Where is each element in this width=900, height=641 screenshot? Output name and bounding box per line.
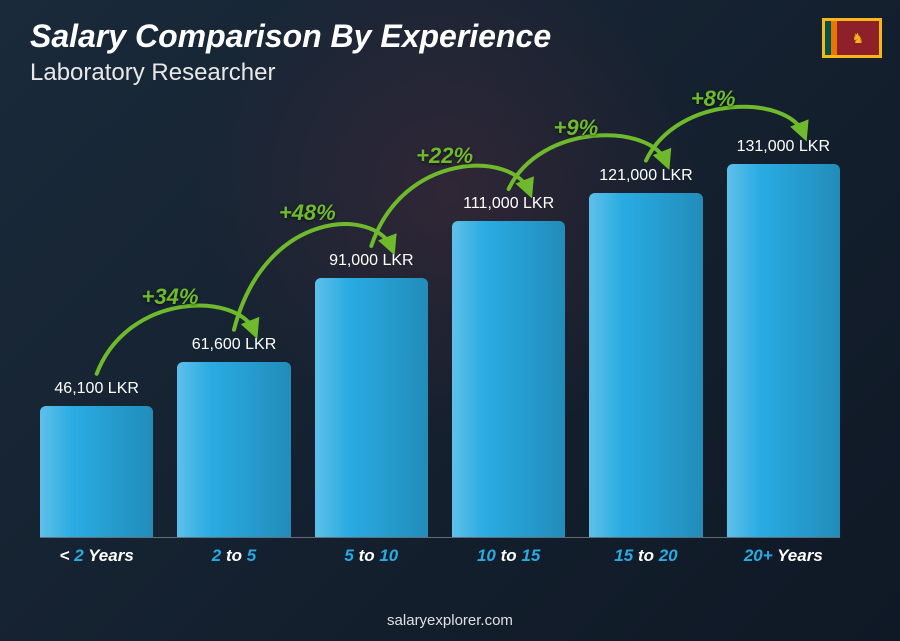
bar-slot: 111,000 LKR [452, 110, 565, 537]
pct-increase-label: +48% [279, 200, 336, 226]
flag-sri-lanka: ♞ [822, 18, 882, 58]
chart-area: 46,100 LKR 61,600 LKR 91,000 LKR 111,000 LK… [40, 110, 840, 571]
bar-slot: 61,600 LKR [177, 110, 290, 537]
header: Salary Comparison By Experience Laborato… [30, 18, 870, 87]
flag-lion-icon: ♞ [837, 21, 879, 55]
bar-value-label: 131,000 LKR [737, 138, 830, 156]
bar [177, 362, 290, 537]
page-subtitle: Laboratory Researcher [30, 59, 870, 87]
pct-increase-label: +22% [416, 143, 473, 169]
x-axis-label: 2 to 5 [177, 538, 290, 571]
bar-value-label: 46,100 LKR [54, 380, 139, 398]
x-axis-label: < 2 Years [40, 538, 153, 571]
bars-container: 46,100 LKR 61,600 LKR 91,000 LKR 111,000 LK… [40, 110, 840, 537]
bar-value-label: 121,000 LKR [599, 167, 692, 185]
flag-stripes [825, 21, 837, 55]
bar [589, 193, 702, 537]
x-axis-label: 5 to 10 [315, 538, 428, 571]
bar [315, 278, 428, 537]
pct-increase-label: +34% [142, 284, 199, 310]
bar [40, 406, 153, 537]
x-axis-label: 10 to 15 [452, 538, 565, 571]
bar-value-label: 91,000 LKR [329, 252, 414, 270]
bar-slot: 91,000 LKR [315, 110, 428, 537]
x-axis-label: 15 to 20 [589, 538, 702, 571]
bar [727, 164, 840, 537]
bar-slot: 131,000 LKR [727, 110, 840, 537]
pct-increase-label: +8% [691, 86, 736, 112]
bar-value-label: 61,600 LKR [192, 336, 277, 354]
footer-attribution: salaryexplorer.com [0, 612, 900, 629]
x-axis: < 2 Years 2 to 5 5 to 10 10 to 15 15 to 20 20… [40, 537, 840, 571]
pct-increase-label: +9% [554, 115, 599, 141]
page-title: Salary Comparison By Experience [30, 18, 870, 55]
bar-slot: 121,000 LKR [589, 110, 702, 537]
bar-value-label: 111,000 LKR [463, 195, 554, 213]
bar [452, 221, 565, 537]
x-axis-label: 20+ Years [727, 538, 840, 571]
bar-slot: 46,100 LKR [40, 110, 153, 537]
